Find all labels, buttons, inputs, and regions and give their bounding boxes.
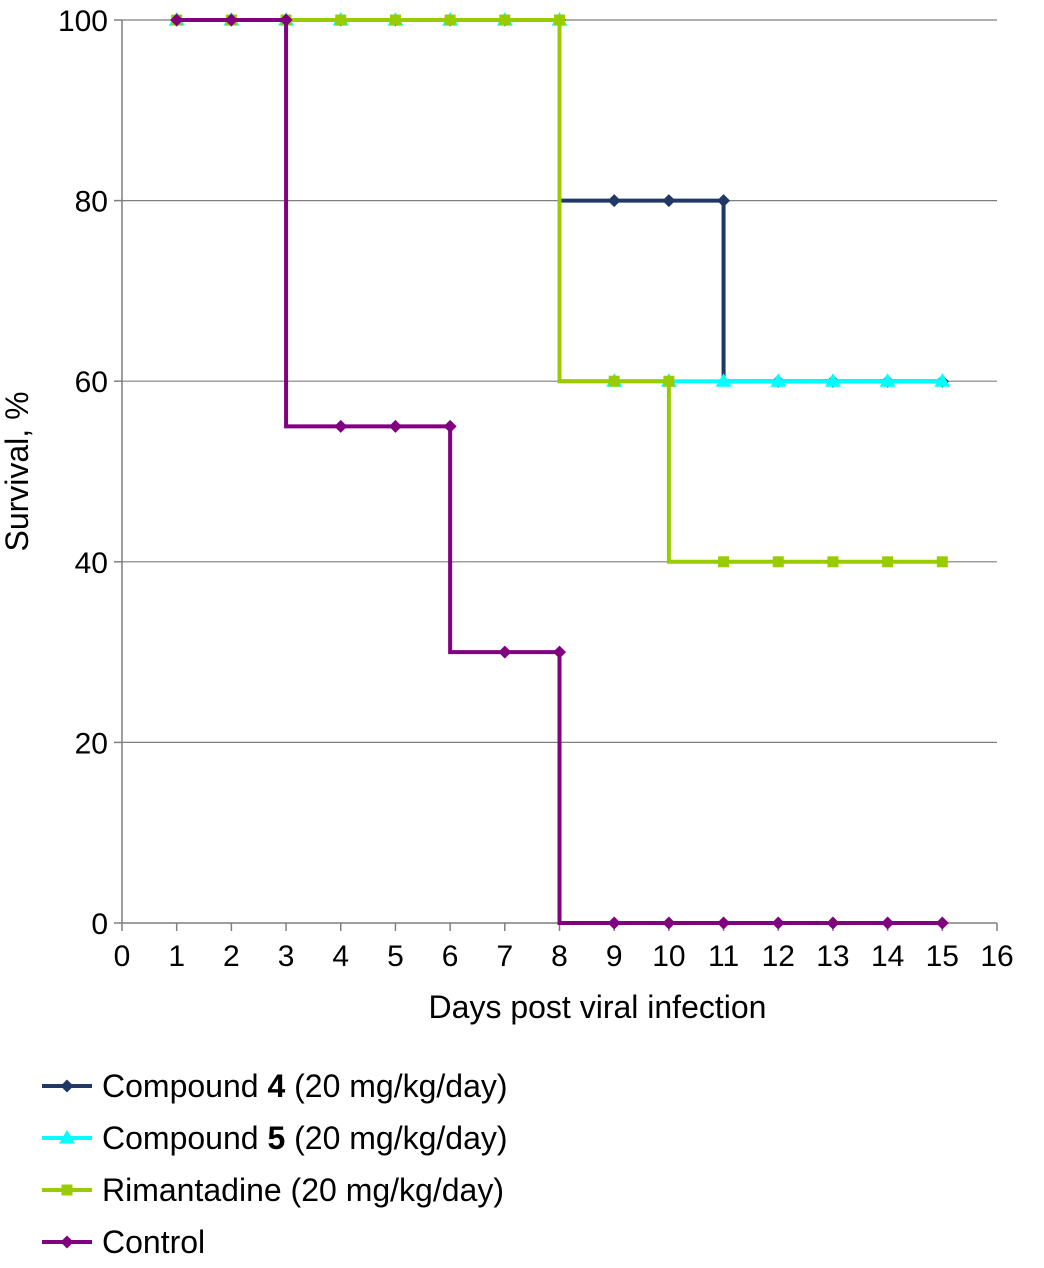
- x-tick-label-6: 6: [442, 940, 459, 973]
- data-point-4-5: [388, 419, 402, 433]
- data-point-3-11: [718, 556, 730, 568]
- data-point-4-14: [881, 916, 895, 930]
- x-tick-label-7: 7: [496, 940, 513, 973]
- data-point-4-4: [334, 419, 348, 433]
- data-point-2-14: [879, 373, 896, 387]
- series-line-4: [176, 18, 943, 925]
- data-point-3-10: [663, 375, 675, 387]
- legend-marker-1: [60, 1079, 74, 1093]
- data-point-2-12: [770, 373, 787, 387]
- data-point-2-11: [715, 373, 732, 387]
- axes: [114, 19, 998, 931]
- legend-label-part: 5: [267, 1119, 286, 1156]
- data-point-4-6: [443, 419, 457, 433]
- legend-label-part: (20 mg/kg/day): [285, 1067, 508, 1104]
- data-point-4-8: [553, 645, 566, 659]
- y-tick-label-100: 100: [58, 5, 108, 38]
- legend-marker-3: [61, 1184, 73, 1196]
- data-point-4-3: [279, 13, 293, 27]
- data-point-4-1: [170, 13, 184, 27]
- data-point-4-13: [826, 916, 840, 930]
- legend-label-part: Rimantadine (20 mg/kg/day): [102, 1171, 504, 1208]
- legend-label-part: Compound: [102, 1119, 268, 1156]
- series-line-3: [176, 18, 943, 564]
- data-point-1-9: [607, 194, 621, 208]
- legend-item-1: Compound 4 (20 mg/kg/day): [40, 1060, 508, 1112]
- data-point-4-9: [607, 916, 621, 930]
- legend-label-1: Compound 4 (20 mg/kg/day): [102, 1068, 508, 1105]
- legend-label-part: Control: [102, 1223, 206, 1260]
- data-point-4-7: [498, 645, 512, 659]
- legend-item-4: Control: [40, 1216, 508, 1268]
- y-tick-label-60: 60: [75, 366, 108, 399]
- x-tick-label-11: 11: [708, 940, 739, 973]
- legend-marker-2: [59, 1130, 75, 1144]
- data-point-4-10: [662, 916, 676, 930]
- legend-swatch-4: [42, 1235, 92, 1249]
- legend-label-3: Rimantadine (20 mg/kg/day): [102, 1172, 504, 1209]
- series-layer: [168, 12, 951, 930]
- data-point-3-5: [389, 14, 401, 26]
- legend-item-2: Compound 5 (20 mg/kg/day): [40, 1112, 508, 1164]
- x-tick-label-16: 16: [980, 940, 1013, 973]
- x-tick-label-8: 8: [551, 940, 568, 973]
- data-point-1-10: [662, 194, 676, 208]
- x-tick-label-9: 9: [606, 940, 623, 973]
- data-point-3-13: [827, 556, 839, 568]
- legend-swatch-3: [42, 1184, 92, 1196]
- data-point-4-12: [771, 916, 785, 930]
- series-4: [170, 13, 949, 930]
- legend-swatch-1: [42, 1079, 92, 1093]
- x-tick-label-10: 10: [652, 940, 685, 973]
- data-point-3-15: [936, 556, 948, 568]
- data-point-4-2: [224, 13, 238, 27]
- legend: Compound 4 (20 mg/kg/day) Compound 5 (20 …: [40, 1060, 508, 1268]
- legend-item-3: Rimantadine (20 mg/kg/day): [40, 1164, 508, 1216]
- x-tick-label-3: 3: [278, 940, 295, 973]
- x-tick-label-2: 2: [223, 940, 240, 973]
- data-point-2-13: [824, 373, 841, 387]
- x-tick-label-1: 1: [168, 940, 185, 973]
- x-tick-label-13: 13: [816, 940, 849, 973]
- data-point-3-7: [499, 14, 511, 26]
- x-axis-title: Days post viral infection: [429, 989, 767, 1025]
- legend-marker-4: [60, 1235, 74, 1249]
- data-point-4-11: [717, 916, 731, 930]
- y-tick-label-20: 20: [75, 727, 108, 760]
- y-tick-label-40: 40: [75, 547, 108, 580]
- y-axis-title: Survival, %: [0, 391, 35, 551]
- x-tick-label-0: 0: [114, 940, 131, 973]
- legend-label-4: Control: [102, 1224, 205, 1261]
- data-point-3-14: [882, 556, 894, 568]
- data-point-2-15: [934, 373, 951, 387]
- data-point-3-8: [554, 14, 565, 26]
- x-tick-label-14: 14: [871, 940, 904, 973]
- x-tick-label-5: 5: [387, 940, 404, 973]
- x-tick-label-12: 12: [762, 940, 795, 973]
- legend-label-part: Compound: [102, 1067, 268, 1104]
- data-point-3-6: [444, 14, 456, 26]
- y-tick-label-80: 80: [75, 186, 108, 219]
- data-point-4-15: [935, 916, 949, 930]
- legend-label-part: 4: [267, 1067, 286, 1104]
- data-point-3-9: [608, 375, 620, 387]
- data-point-1-11: [717, 194, 731, 208]
- y-tick-label-0: 0: [91, 908, 108, 941]
- x-tick-label-15: 15: [926, 940, 959, 973]
- legend-label-part: (20 mg/kg/day): [285, 1119, 508, 1156]
- data-point-3-4: [335, 14, 347, 26]
- legend-label-2: Compound 5 (20 mg/kg/day): [102, 1120, 508, 1157]
- data-point-3-12: [772, 556, 784, 568]
- x-tick-label-4: 4: [332, 940, 349, 973]
- legend-swatch-2: [42, 1130, 92, 1144]
